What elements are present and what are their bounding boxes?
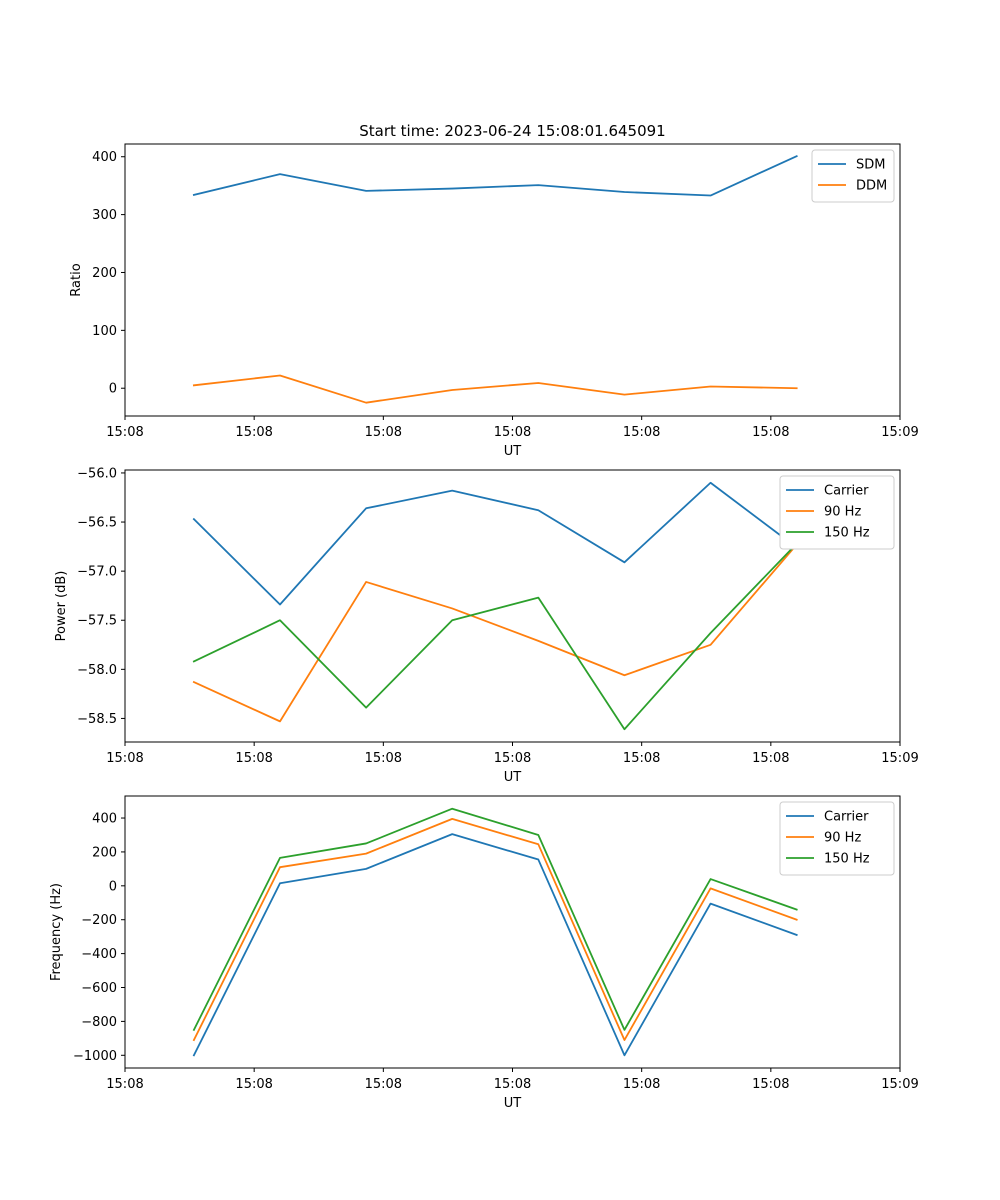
x-tick-label: 15:08 [623,425,660,440]
y-tick-label: −1000 [73,1049,117,1064]
y-tick-label: −57.0 [77,565,117,580]
legend-label: 150 Hz [824,526,870,541]
frequency-y-axis-label: Frequency (Hz) [49,883,64,981]
x-tick-label: 15:09 [881,751,918,766]
ratio-series-line [192,154,798,197]
legend-label: SDM [856,158,885,173]
legend-label: 90 Hz [824,505,861,520]
power-series-line [192,542,798,731]
x-tick-label: 15:08 [235,1077,272,1092]
y-tick-label: 200 [92,266,117,281]
y-tick-label: 0 [109,382,117,397]
legend-label: Carrier [824,810,869,825]
x-tick-label: 15:08 [752,425,789,440]
y-tick-label: −57.5 [77,614,117,629]
y-tick-label: −58.5 [77,712,117,727]
x-tick-label: 15:09 [881,1077,918,1092]
x-tick-label: 15:08 [365,425,402,440]
ratio-axes-frame [124,143,901,417]
y-tick-label: −200 [81,913,117,928]
y-tick-label: −56.0 [77,466,117,481]
y-tick-label: −400 [81,947,117,962]
x-tick-label: 15:08 [106,425,143,440]
frequency-legend: Carrier 90 Hz 150 Hz [779,801,895,876]
y-tick-label: −800 [81,1015,117,1030]
y-tick-label: 400 [92,812,117,827]
x-tick-label: 15:08 [235,425,272,440]
legend-label: DDM [856,179,887,194]
ratio-y-axis-label: Ratio [69,263,84,296]
power-series-line [192,543,798,723]
power-legend: Carrier 90 Hz 150 Hz [779,475,895,550]
x-tick-label: 15:08 [235,751,272,766]
y-tick-label: −56.5 [77,516,117,531]
power-x-axis-label: UT [504,770,522,785]
ratio-legend: SDM DDM [811,149,895,203]
legend-label: 150 Hz [824,852,870,867]
y-tick-label: 400 [92,150,117,165]
x-tick-label: 15:08 [494,1077,531,1092]
frequency-panel: 15:08 15:08 15:08 15:08 15:08 15:08 15:09 −1000… [49,795,919,1111]
y-tick-label: 100 [92,324,117,339]
x-tick-label: 15:08 [752,751,789,766]
x-tick-label: 15:08 [494,751,531,766]
power-series-line [192,481,798,606]
chart-title: Start time: 2023-06-24 15:08:01.645091 [359,122,665,140]
ratio-panel: 15:08 15:08 15:08 15:08 15:08 15:08 15:09 0 100 2… [69,143,919,459]
ratio-series-line [192,374,798,404]
y-tick-label: −58.0 [77,663,117,678]
x-tick-label: 15:08 [623,1077,660,1092]
frequency-series-line [192,833,798,1057]
x-tick-label: 15:08 [365,1077,402,1092]
legend-frame [779,475,895,550]
legend-frame [811,149,895,203]
frequency-x-axis-label: UT [504,1096,522,1111]
y-tick-label: 200 [92,845,117,860]
y-tick-label: −600 [81,981,117,996]
frequency-series-line [192,817,798,1042]
x-tick-label: 15:08 [106,751,143,766]
x-tick-label: 15:08 [494,425,531,440]
ratio-x-axis-label: UT [504,444,522,459]
x-tick-label: 15:08 [752,1077,789,1092]
power-panel: 15:08 15:08 15:08 15:08 15:08 15:08 15:09 −58.5… [54,466,919,785]
legend-frame [779,801,895,876]
x-tick-label: 15:08 [623,751,660,766]
x-tick-label: 15:08 [365,751,402,766]
y-tick-label: 0 [109,879,117,894]
x-tick-label: 15:09 [881,425,918,440]
power-y-axis-label: Power (dB) [54,571,69,642]
legend-label: Carrier [824,484,869,499]
panels: 15:08 15:08 15:08 15:08 15:08 15:08 15:09 0 100 2… [49,143,919,1111]
legend-label: 90 Hz [824,831,861,846]
y-tick-label: 300 [92,208,117,223]
x-tick-label: 15:08 [106,1077,143,1092]
frequency-series-line [192,807,798,1032]
